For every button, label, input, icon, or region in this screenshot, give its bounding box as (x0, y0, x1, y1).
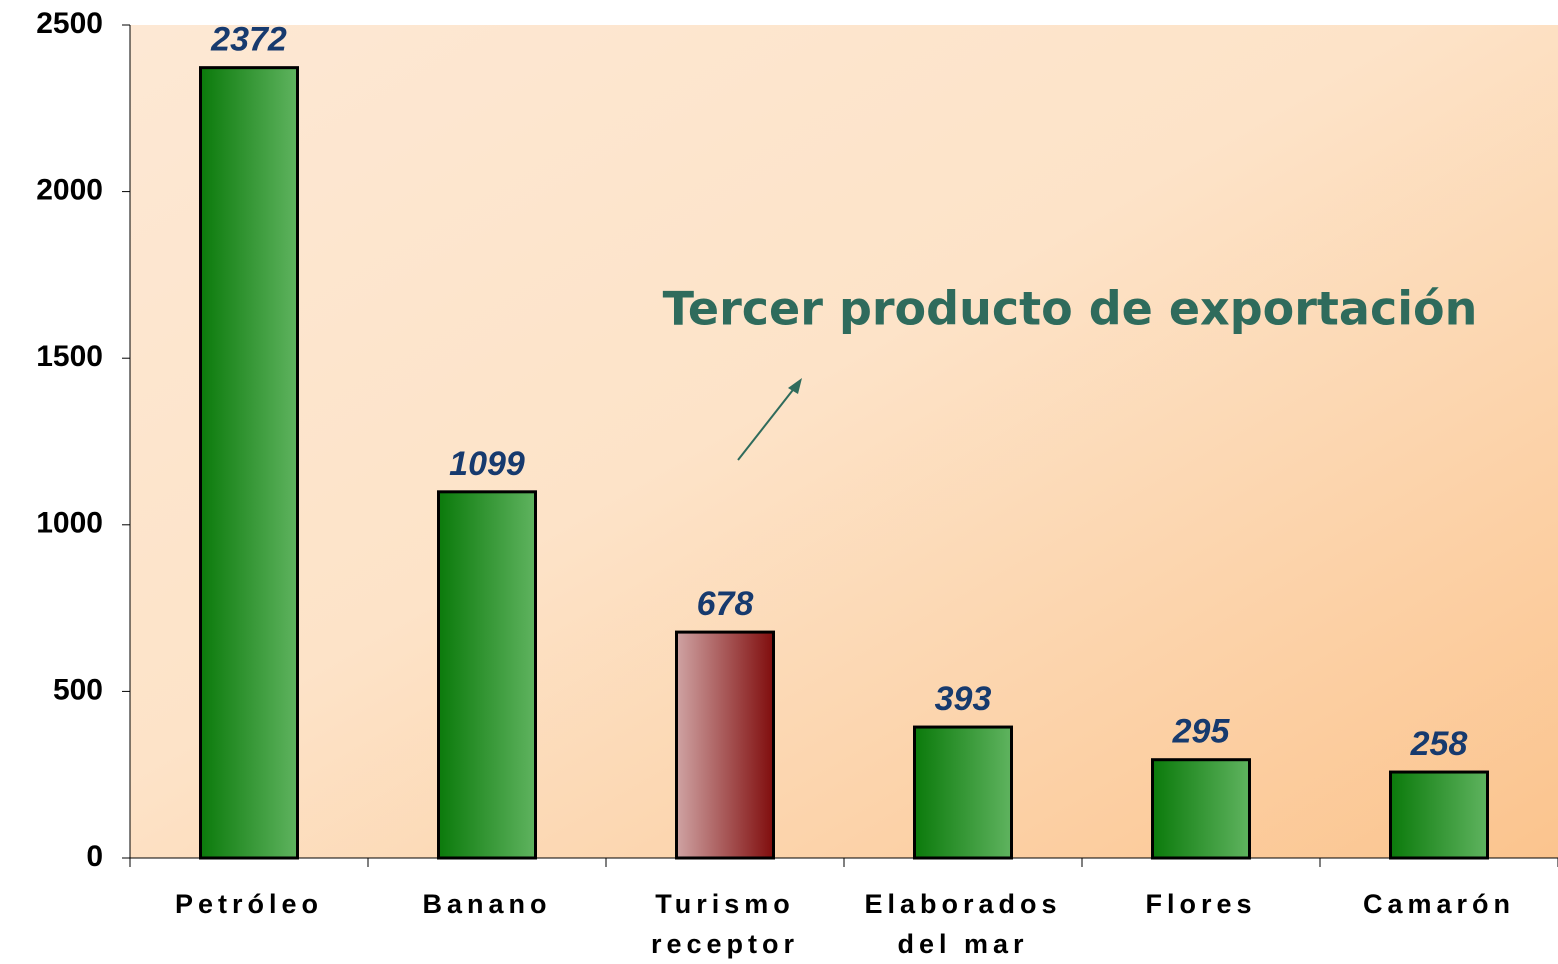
arrow (737, 385, 797, 461)
x-tick-label: Banano (422, 889, 552, 919)
value-label: 1099 (449, 445, 525, 483)
y-tick-label: 2500 (36, 7, 103, 40)
value-label: 393 (935, 680, 992, 718)
value-label: 2372 (210, 21, 287, 59)
bar (913, 725, 1013, 860)
x-tick-label: Turismo receptor (650, 889, 800, 959)
bar (199, 66, 299, 860)
y-tick-label: 2000 (36, 174, 103, 207)
bar (1151, 758, 1251, 860)
value-label: 258 (1410, 725, 1468, 763)
y-tick-label: 1500 (36, 340, 103, 373)
y-tick-label: 500 (53, 673, 103, 706)
bar (675, 630, 775, 860)
y-tick-label: 0 (86, 840, 103, 873)
annotation: Tercer producto de exportación (663, 282, 1478, 336)
value-label: 295 (1172, 713, 1231, 751)
bar (437, 490, 537, 860)
arrow-head (788, 378, 802, 394)
y-tick-label: 1000 (36, 507, 103, 540)
x-tick-label: Petróleo (174, 889, 324, 919)
x-tick-label: Flores (1145, 889, 1257, 919)
x-tick-label: Elaborados del mar (864, 889, 1062, 959)
plot-background (130, 25, 1558, 858)
value-label: 678 (697, 585, 754, 623)
x-tick-label: Camarón (1362, 889, 1516, 919)
bar (1389, 770, 1489, 860)
